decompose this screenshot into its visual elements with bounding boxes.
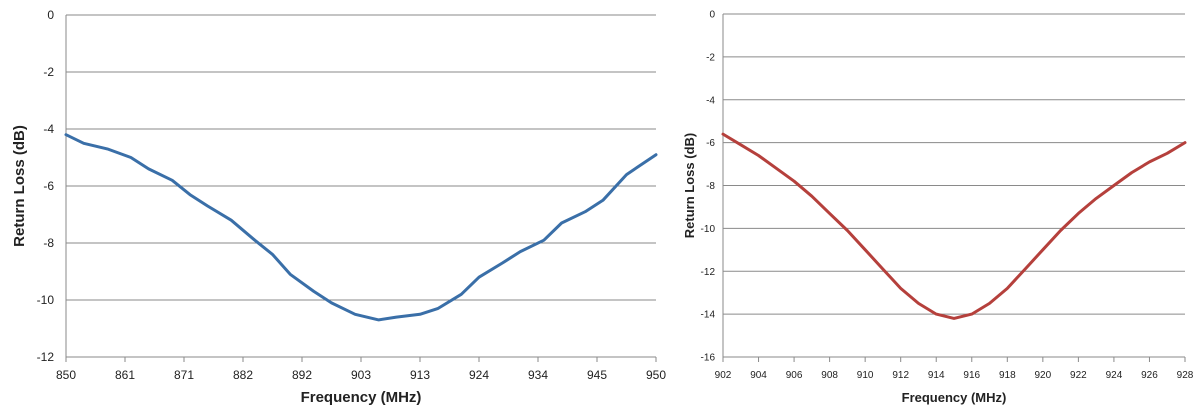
right-x-tick-label: 904 [750,370,767,381]
right-y-tick-label: -10 [701,224,716,235]
right-y-tick-label: -12 [701,267,716,278]
right-y-tick-label: -14 [701,310,716,321]
right-x-axis-label: Frequency (MHz) [902,390,1007,405]
right-y-tick-label: -6 [706,138,715,149]
right-x-tick-label: 916 [963,370,980,381]
left-x-tick-label: 871 [174,368,194,382]
right-x-tick-label: 908 [821,370,838,381]
left-x-tick-label: 861 [115,368,135,382]
left-y-tick-label: -6 [43,179,54,193]
right-x-tick-label: 924 [1106,370,1123,381]
right-x-tick-label: 928 [1177,370,1194,381]
right-x-tick-label: 920 [1035,370,1052,381]
left-x-tick-label: 945 [587,368,607,382]
left-y-tick-label: -2 [43,65,54,79]
left-x-tick-label: 882 [233,368,253,382]
return-loss-chart-right: 0 -2 -4 -6 -8 -10 -12 -14 -16 902 904 906 908 910 912 9… [670,0,1200,415]
right-x-tick-label: 906 [786,370,803,381]
right-x-tick-label: 926 [1141,370,1158,381]
right-y-tick-label: 0 [709,10,715,21]
right-y-tick-label: -2 [706,52,715,63]
left-x-tick-label: 924 [469,368,489,382]
left-series-line-0 [64,133,658,322]
right-y-axis-label: Return Loss (dB) [682,133,697,238]
left-y-tick-label: 0 [47,8,54,22]
left-y-tick-label: -12 [37,350,55,364]
right-x-tick-label: 910 [857,370,874,381]
left-x-tick-label: 934 [528,368,548,382]
right-x-tick-label: 912 [892,370,909,381]
left-y-tick-label: -4 [43,122,54,136]
left-x-axis-label: Frequency (MHz) [301,389,422,406]
return-loss-chart-left: 0 -2 -4 -6 -8 -10 -12 850 861 871 882 892 903 913 924 9… [11,8,666,406]
right-x-tick-label: 902 [715,370,732,381]
right-x-tick-label: 918 [999,370,1016,381]
right-y-tick-label: -8 [706,181,715,192]
left-x-tick-label: 913 [410,368,430,382]
left-y-axis-label: Return Loss (dB) [11,125,28,247]
left-x-tick-label: 950 [646,368,666,382]
left-x-tick-label: 903 [351,368,371,382]
left-x-tick-label: 892 [292,368,312,382]
right-x-tick-label: 922 [1070,370,1087,381]
right-series-line-0 [721,132,1187,320]
right-x-tick-label: 914 [928,370,945,381]
right-y-tick-label: -16 [701,353,716,364]
left-x-tick-label: 850 [56,368,76,382]
left-y-tick-label: -10 [37,293,55,307]
left-y-tick-label: -8 [43,236,54,250]
chart-right-svg: 0 -2 -4 -6 -8 -10 -12 -14 -16 902 904 906 908 910 912 9… [682,10,1194,406]
right-y-tick-label: -4 [706,95,715,106]
